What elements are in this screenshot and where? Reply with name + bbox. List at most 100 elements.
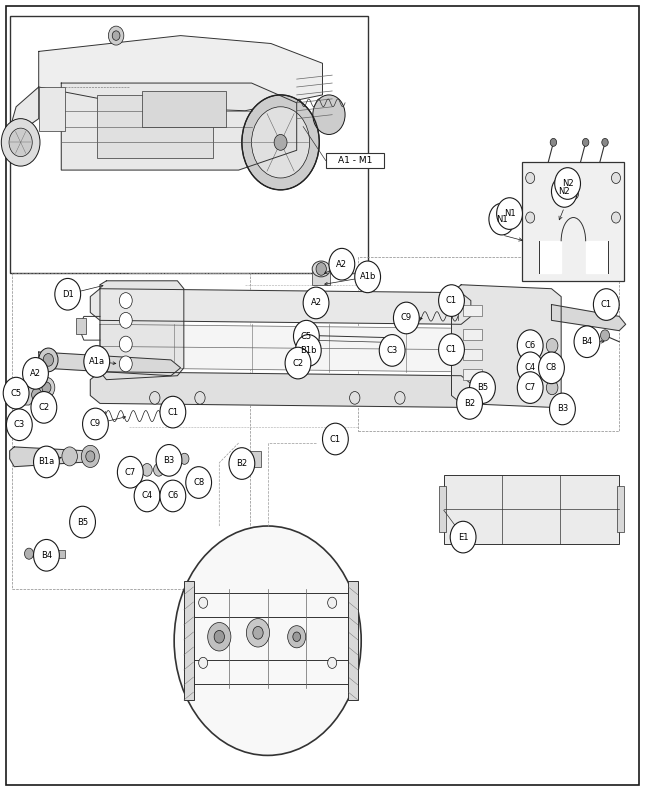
Circle shape	[288, 626, 306, 648]
Circle shape	[550, 138, 557, 146]
Circle shape	[253, 626, 263, 639]
Text: A2: A2	[310, 298, 322, 308]
Text: B3: B3	[163, 456, 175, 465]
Circle shape	[117, 456, 143, 488]
Circle shape	[550, 393, 575, 425]
Circle shape	[84, 346, 110, 377]
Circle shape	[479, 384, 486, 392]
Polygon shape	[551, 305, 626, 331]
Bar	[326, 153, 384, 168]
Bar	[463, 369, 482, 380]
Polygon shape	[539, 241, 561, 273]
Circle shape	[34, 446, 59, 478]
Text: C9: C9	[90, 419, 101, 429]
Circle shape	[546, 361, 558, 375]
Circle shape	[42, 382, 51, 393]
Circle shape	[611, 172, 620, 184]
Polygon shape	[39, 36, 322, 111]
Circle shape	[23, 358, 48, 389]
Text: C6: C6	[167, 491, 179, 501]
Circle shape	[593, 289, 619, 320]
Circle shape	[146, 488, 153, 496]
Bar	[439, 486, 446, 532]
Circle shape	[79, 515, 88, 526]
Text: C1: C1	[600, 300, 612, 309]
Circle shape	[214, 630, 224, 643]
Circle shape	[303, 287, 329, 319]
Bar	[142, 91, 226, 127]
Circle shape	[83, 408, 108, 440]
Circle shape	[555, 168, 581, 199]
Text: B5: B5	[477, 383, 488, 392]
Circle shape	[611, 212, 620, 223]
Text: C6: C6	[524, 341, 536, 350]
Circle shape	[119, 356, 132, 372]
Circle shape	[551, 176, 577, 207]
Text: N2: N2	[562, 179, 573, 188]
Circle shape	[55, 278, 81, 310]
Circle shape	[1, 119, 40, 166]
Text: C7: C7	[124, 467, 136, 477]
Circle shape	[208, 623, 231, 651]
Bar	[235, 451, 261, 467]
Text: C5: C5	[10, 388, 22, 398]
Circle shape	[81, 445, 99, 467]
Circle shape	[293, 356, 303, 367]
Text: B3: B3	[557, 404, 568, 414]
Text: C8: C8	[546, 363, 557, 373]
Text: C1: C1	[330, 434, 341, 444]
Text: C5: C5	[301, 331, 312, 341]
Circle shape	[174, 526, 361, 755]
Circle shape	[86, 451, 95, 462]
Polygon shape	[90, 372, 471, 407]
Text: A2: A2	[30, 369, 41, 378]
Bar	[97, 95, 213, 158]
Circle shape	[395, 392, 405, 404]
Circle shape	[528, 361, 540, 375]
Bar	[463, 349, 482, 360]
Text: C4: C4	[524, 363, 536, 373]
Text: C3: C3	[386, 346, 398, 355]
Circle shape	[328, 657, 337, 668]
Circle shape	[448, 343, 459, 357]
Circle shape	[43, 354, 54, 366]
Circle shape	[350, 392, 360, 404]
Circle shape	[439, 285, 464, 316]
Circle shape	[252, 107, 310, 178]
Circle shape	[526, 172, 535, 184]
Circle shape	[180, 453, 189, 464]
Circle shape	[32, 388, 42, 401]
Circle shape	[393, 302, 419, 334]
Circle shape	[170, 488, 176, 496]
Circle shape	[142, 464, 152, 476]
Circle shape	[70, 506, 95, 538]
Text: B4: B4	[581, 337, 593, 346]
Circle shape	[112, 31, 120, 40]
Bar	[14, 418, 27, 429]
Polygon shape	[451, 285, 561, 407]
Circle shape	[293, 632, 301, 642]
Circle shape	[31, 392, 57, 423]
Circle shape	[489, 203, 515, 235]
Polygon shape	[16, 384, 39, 405]
Circle shape	[528, 380, 540, 395]
Text: D1: D1	[62, 290, 74, 299]
Circle shape	[539, 352, 564, 384]
Circle shape	[193, 472, 204, 486]
Text: C2: C2	[38, 403, 50, 412]
Bar	[358, 257, 619, 431]
Bar	[10, 16, 368, 273]
Text: B5: B5	[77, 517, 88, 527]
Polygon shape	[100, 324, 461, 372]
Polygon shape	[61, 83, 297, 170]
Circle shape	[242, 95, 319, 190]
Polygon shape	[586, 241, 608, 273]
Circle shape	[439, 334, 464, 365]
Bar	[312, 271, 330, 285]
Circle shape	[462, 392, 477, 411]
Text: C8: C8	[193, 478, 204, 487]
Circle shape	[470, 372, 495, 403]
Text: C1: C1	[167, 407, 179, 417]
Text: B1b: B1b	[300, 346, 317, 355]
Circle shape	[497, 198, 522, 229]
